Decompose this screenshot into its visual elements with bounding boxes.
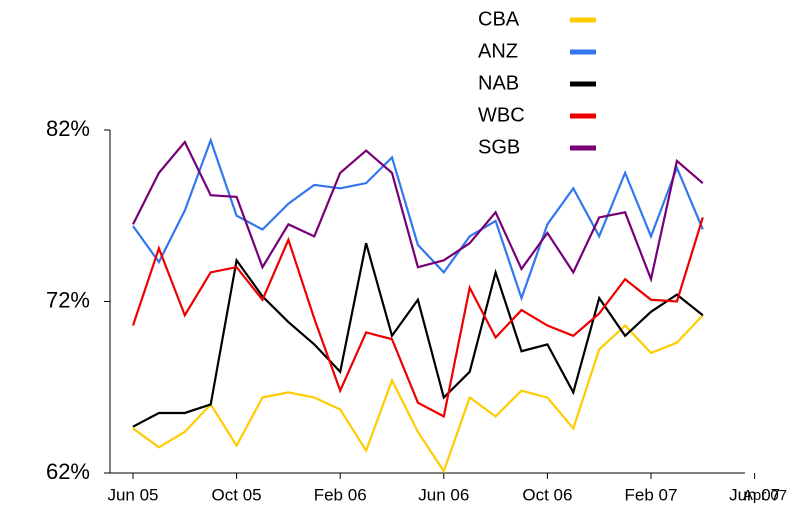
series-line [132, 314, 704, 474]
legend-label: WBC [478, 104, 525, 126]
series-line [132, 242, 704, 428]
y-tick-label: 62% [46, 459, 90, 484]
x-tick-label: Oct 06 [522, 485, 572, 504]
series-line [131, 217, 704, 419]
legend-label: CBA [478, 8, 520, 30]
x-tick-label: Oct 05 [212, 485, 262, 504]
x-tick-label: Jun 05 [107, 485, 158, 504]
x-tick-label: Jun 06 [418, 485, 469, 504]
x-end-label: Apr 07 [743, 487, 787, 504]
series-line [132, 137, 704, 302]
x-tick-label: Feb 06 [314, 485, 367, 504]
y-tick-label: 82% [46, 116, 90, 141]
x-tick-label: Jun 07 [729, 485, 780, 504]
x-tick-label: Feb 07 [625, 485, 678, 504]
legend-label: NAB [478, 72, 519, 94]
series-line [132, 139, 704, 284]
legend-label: SGB [478, 136, 520, 158]
y-tick-label: 72% [46, 287, 90, 312]
legend-label: ANZ [478, 40, 518, 62]
